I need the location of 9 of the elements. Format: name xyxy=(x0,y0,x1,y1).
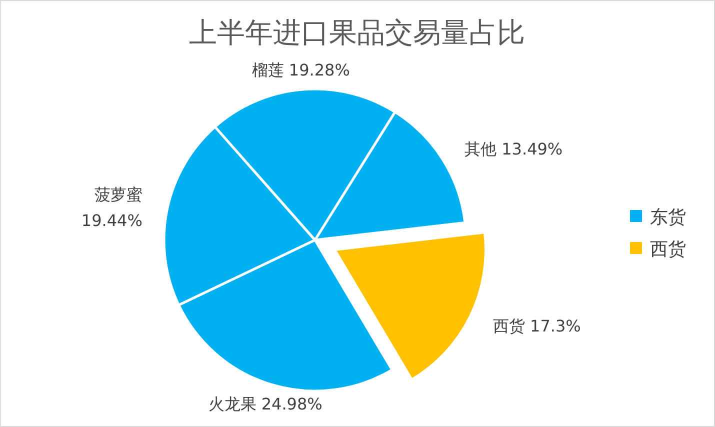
data-label: 19.44% xyxy=(81,210,142,230)
slice-label: 火龙果 24.98% xyxy=(208,394,322,414)
slice-label: 榴莲 19.28% xyxy=(252,60,350,80)
slice-label: 菠萝蜜 xyxy=(94,184,142,204)
legend: 东货 西货 xyxy=(630,207,686,260)
legend-label: 西货 xyxy=(650,239,686,260)
slice-label: 其他 13.49% xyxy=(464,140,563,159)
category-label: 西货 17.3% xyxy=(492,316,581,336)
chart-title: 上半年进口果品交易量占比 xyxy=(189,16,525,49)
